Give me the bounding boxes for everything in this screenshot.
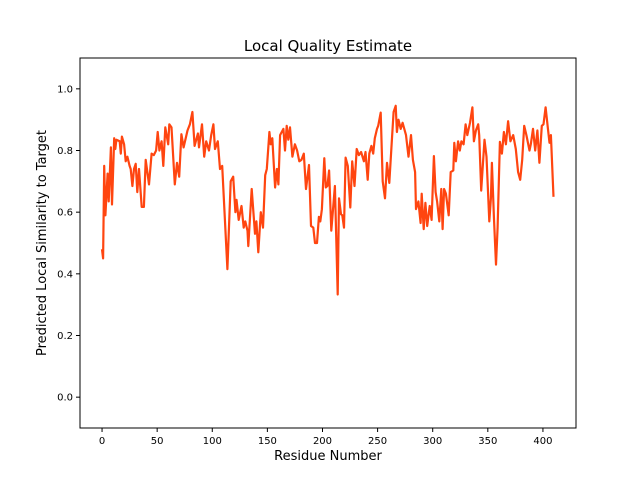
x-tick-label: 300: [423, 436, 442, 447]
x-axis-label: Residue Number: [274, 449, 382, 464]
y-tick-label: 0.2: [57, 331, 73, 342]
x-tick-label: 200: [313, 436, 332, 447]
x-tick-label: 0: [99, 436, 105, 447]
axes-frame: [79, 57, 577, 429]
x-tick-label: 150: [258, 436, 277, 447]
y-tick-label: 0.0: [57, 393, 73, 404]
x-tick-label: 100: [203, 436, 222, 447]
y-tick-label: 0.6: [57, 208, 73, 219]
series-line-local-quality: [100, 104, 555, 296]
x-tick-label: 250: [368, 436, 387, 447]
y-tick-label: 1.0: [57, 84, 73, 95]
y-tick-label: 0.8: [57, 146, 73, 157]
x-tick-label: 350: [478, 436, 497, 447]
x-tick-label: 400: [533, 436, 552, 447]
y-axis-label: Predicted Local Similarity to Target: [35, 130, 50, 356]
x-tick-label: 50: [151, 436, 164, 447]
chart-title: Local Quality Estimate: [244, 37, 412, 55]
y-tick-label: 0.4: [57, 269, 73, 280]
